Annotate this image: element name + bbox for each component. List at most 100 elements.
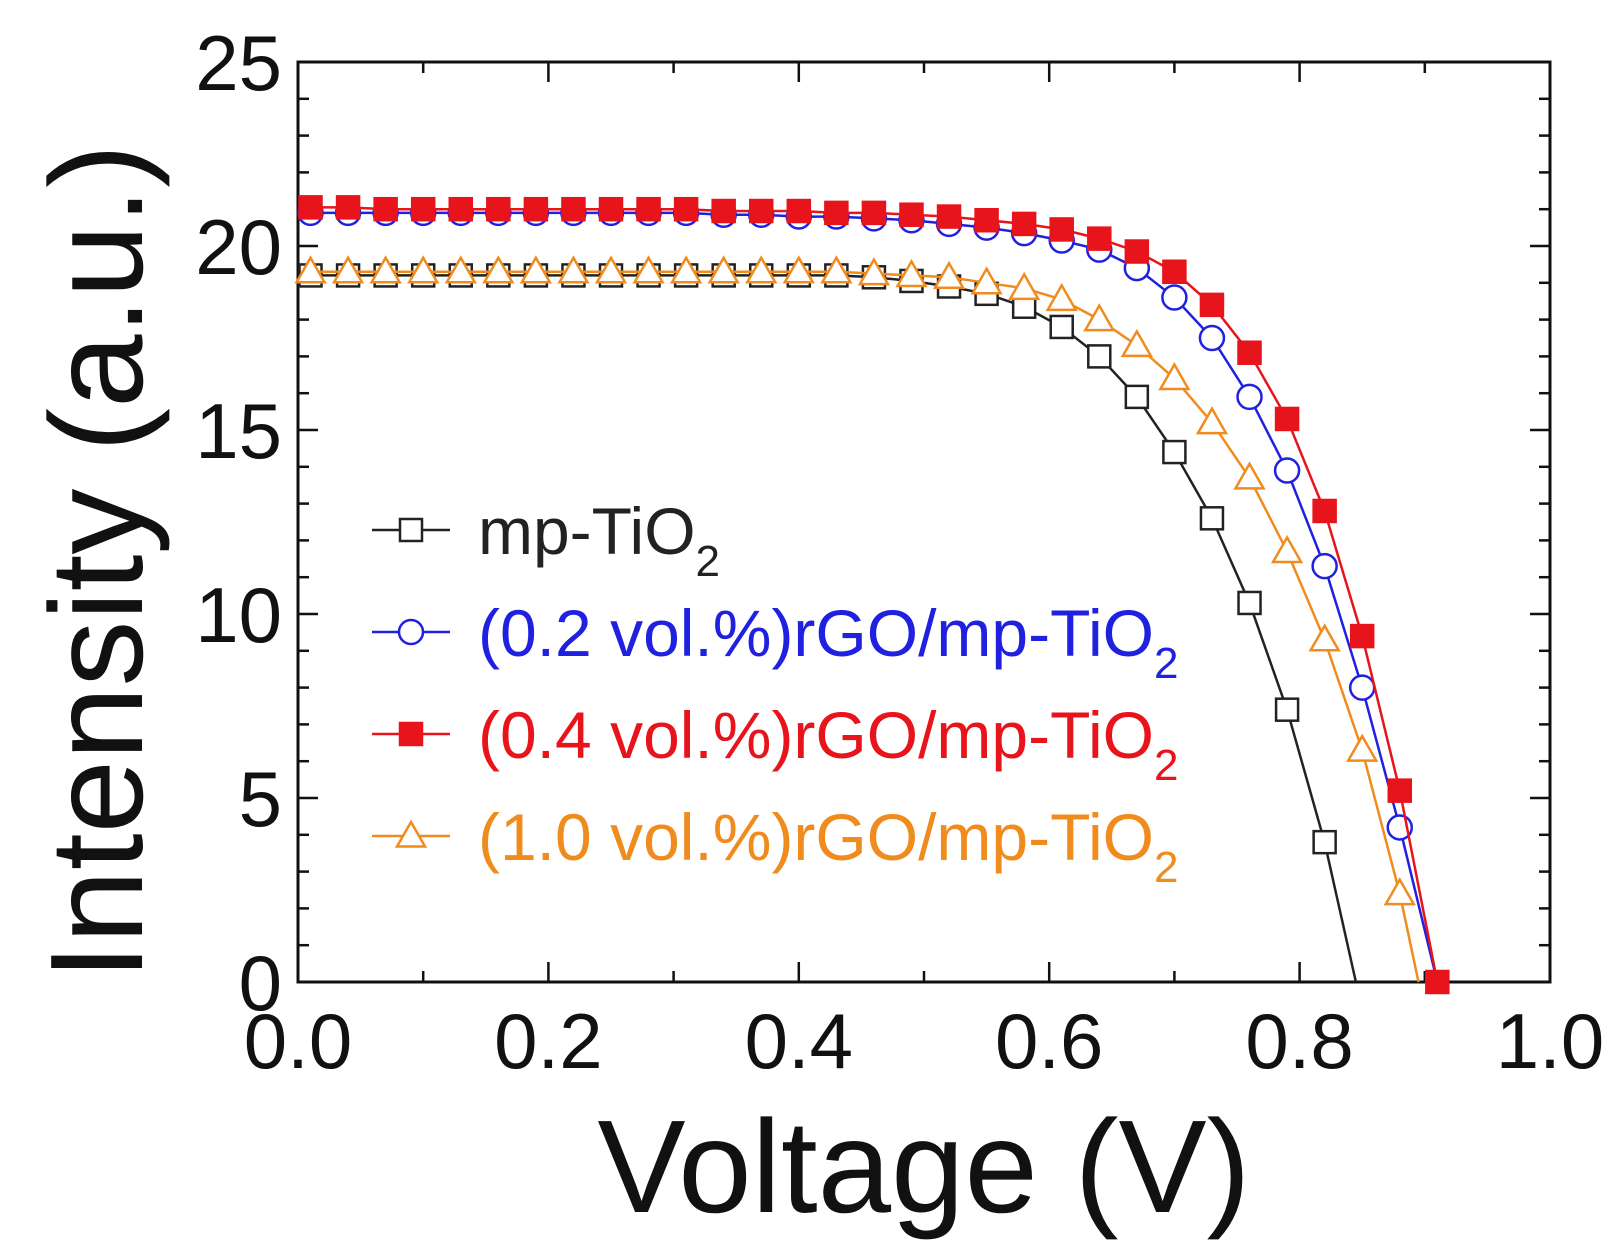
data-point xyxy=(1346,733,1379,762)
data-point xyxy=(407,255,440,284)
x-axis-title: Voltage (V) xyxy=(597,1093,1250,1240)
data-point xyxy=(561,196,586,222)
series-3 xyxy=(298,195,1450,995)
data-point xyxy=(519,255,553,284)
data-point xyxy=(974,207,999,233)
data-point xyxy=(932,260,966,290)
y-tick-label: 20 xyxy=(195,203,282,291)
data-point xyxy=(373,196,398,222)
legend-label-main: (1.0 vol.%)rGO/mp-TiO xyxy=(478,800,1154,874)
data-point xyxy=(1274,697,1300,722)
legend-marker xyxy=(394,819,428,848)
legend-entry-3: (0.4 vol.%)rGO/mp-TiO2 xyxy=(372,698,1178,790)
legend-label: (0.4 vol.%)rGO/mp-TiO2 xyxy=(478,698,1178,790)
data-point xyxy=(444,255,477,284)
data-point xyxy=(1124,384,1150,410)
data-point xyxy=(824,200,849,226)
data-point xyxy=(557,255,590,284)
y-tick-label: 15 xyxy=(195,387,282,475)
data-point xyxy=(1274,406,1300,432)
data-point xyxy=(410,196,436,222)
y-tick-label: 5 xyxy=(239,755,282,843)
data-point xyxy=(1049,314,1074,340)
data-point xyxy=(632,255,665,284)
data-point xyxy=(1158,361,1191,391)
data-point xyxy=(482,255,515,284)
data-point xyxy=(1083,303,1116,332)
data-point xyxy=(899,202,924,227)
data-point xyxy=(1270,534,1304,564)
data-point xyxy=(1308,623,1341,652)
data-point xyxy=(1312,498,1337,524)
legend-label-subscript: 2 xyxy=(696,537,720,586)
legend-label-subscript: 2 xyxy=(1154,843,1178,892)
data-point xyxy=(1124,239,1150,264)
data-point xyxy=(1198,324,1226,352)
legend-label: (1.0 vol.%)rGO/mp-TiO2 xyxy=(478,800,1178,892)
x-tick-labels: 0.0 0.2 0.4 0.6 0.8 1.0 xyxy=(244,997,1604,1085)
data-point xyxy=(1236,383,1263,411)
x-tick-label: 0.8 xyxy=(1245,997,1353,1085)
data-point xyxy=(1087,226,1112,251)
legend-marker xyxy=(397,618,425,646)
data-point xyxy=(636,196,661,222)
data-point xyxy=(748,198,774,224)
data-point xyxy=(1120,328,1153,358)
y-tick-label: 10 xyxy=(195,571,282,659)
x-tick-label: 0.0 xyxy=(244,997,352,1085)
data-point xyxy=(598,196,624,222)
data-point xyxy=(1195,406,1229,435)
y-axis-title: Intensity (a.u.) xyxy=(23,144,170,980)
data-point xyxy=(1349,623,1375,649)
data-point xyxy=(448,196,474,222)
y-tick-label: 0 xyxy=(239,939,282,1027)
data-point xyxy=(523,196,549,222)
data-point xyxy=(594,255,628,284)
data-point xyxy=(1011,211,1037,237)
legend-marker xyxy=(398,721,424,747)
data-point xyxy=(1199,292,1225,318)
data-point xyxy=(861,200,887,226)
x-tick-label: 1.0 xyxy=(1496,997,1604,1085)
data-point xyxy=(335,195,361,220)
data-point xyxy=(298,195,323,220)
legend-entry-1: mp-TiO2 xyxy=(372,494,720,586)
data-point xyxy=(673,196,699,222)
data-point xyxy=(1045,282,1078,312)
legend-label-main: mp-TiO xyxy=(478,494,696,568)
data-point xyxy=(1162,259,1187,285)
data-point xyxy=(782,255,815,284)
data-point xyxy=(745,255,778,284)
data-point xyxy=(331,255,365,284)
data-point xyxy=(1273,457,1301,484)
legend-label-subscript: 2 xyxy=(1154,741,1178,790)
data-point xyxy=(369,255,402,284)
data-point xyxy=(1162,439,1187,465)
data-point xyxy=(1348,674,1376,701)
data-point xyxy=(486,196,511,222)
data-point xyxy=(1237,590,1262,616)
data-point xyxy=(1311,552,1338,580)
data-point xyxy=(1387,778,1413,803)
legend-label: (0.2 vol.%)rGO/mp-TiO2 xyxy=(478,596,1178,688)
data-point xyxy=(669,255,703,284)
legend-marker xyxy=(398,517,424,543)
data-point xyxy=(1087,344,1112,369)
y-tick-labels: 0 5 10 15 20 25 xyxy=(195,19,282,1027)
data-point xyxy=(1049,217,1074,242)
data-point xyxy=(936,204,962,229)
data-point xyxy=(711,198,736,224)
x-tick-label: 0.4 xyxy=(745,997,853,1085)
x-tick-label: 0.6 xyxy=(995,997,1103,1085)
data-point xyxy=(707,255,740,284)
data-point xyxy=(1312,829,1337,855)
data-point xyxy=(1383,877,1416,906)
data-point xyxy=(895,258,928,288)
axis-ticks xyxy=(296,60,1552,984)
data-point xyxy=(1161,284,1188,311)
data-point xyxy=(786,198,812,224)
data-point xyxy=(970,266,1003,295)
data-point xyxy=(820,255,853,284)
x-tick-label: 0.2 xyxy=(494,997,602,1085)
